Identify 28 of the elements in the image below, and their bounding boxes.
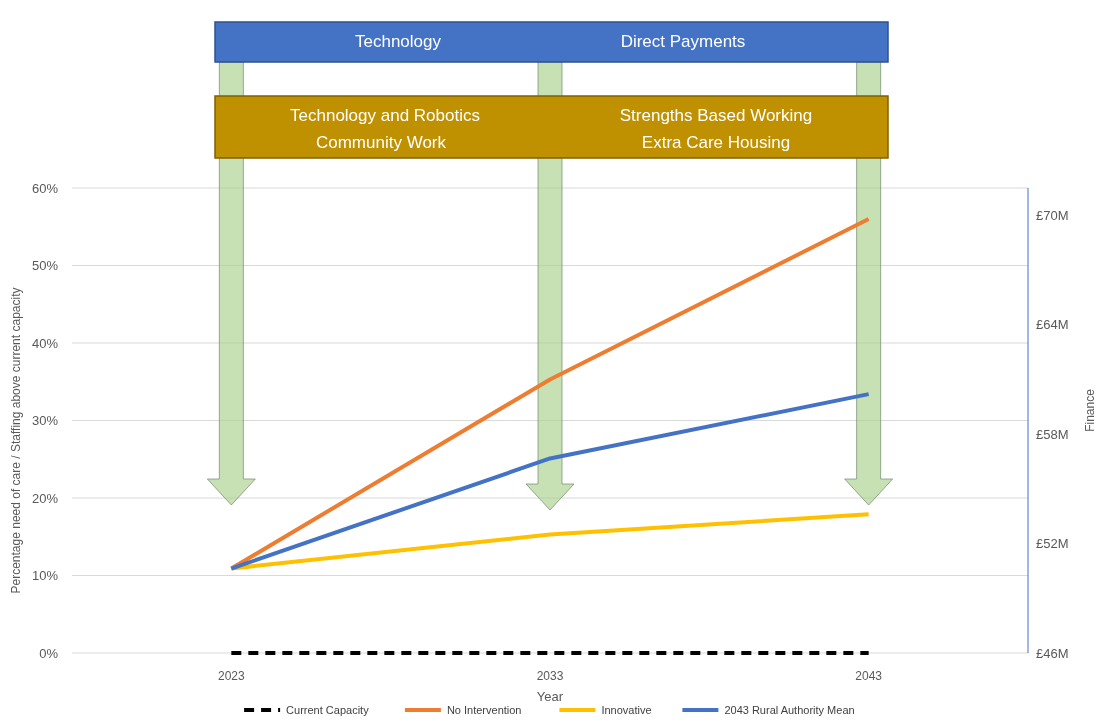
y-tick-label: 0% xyxy=(39,645,59,661)
y-tick-label: 50% xyxy=(31,258,59,273)
text: Technology and Robotics xyxy=(290,106,480,125)
y2-tick-label: £52M xyxy=(1036,536,1069,552)
y-tick-label: 60% xyxy=(31,180,59,196)
y-tick-label: 20% xyxy=(31,490,59,506)
text: Technology xyxy=(354,32,442,51)
y2-tick-label: £64M xyxy=(1036,317,1069,333)
legend-label: No Intervention xyxy=(446,704,522,716)
y-tick-label: 10% xyxy=(31,568,59,583)
x-tick-label: 2043 xyxy=(855,669,883,683)
y2-axis-title: Finance xyxy=(1083,388,1097,432)
text: Strengths Based Working xyxy=(619,106,813,125)
y2-tick-label: £58M xyxy=(1036,426,1069,442)
text: Direct Payments xyxy=(620,32,746,51)
y-axis-title: Percentage need of care / Staffing above current capacity xyxy=(9,287,23,594)
y2-tick-label: £46M xyxy=(1036,645,1069,661)
x-tick-label: 2023 xyxy=(217,669,245,683)
legend-label: Current Capacity xyxy=(286,704,370,716)
x-axis-title: Year xyxy=(536,689,564,704)
y-tick-label: 40% xyxy=(31,335,59,351)
y-tick-label: 30% xyxy=(31,413,59,428)
text: Extra Care Housing xyxy=(641,133,791,152)
legend-label: Innovative xyxy=(601,704,652,716)
x-tick-label: 2033 xyxy=(536,669,564,683)
text: Community Work xyxy=(315,133,447,152)
y2-tick-label: £70M xyxy=(1036,207,1069,223)
legend-label: 2043 Rural Authority Mean xyxy=(724,704,855,716)
